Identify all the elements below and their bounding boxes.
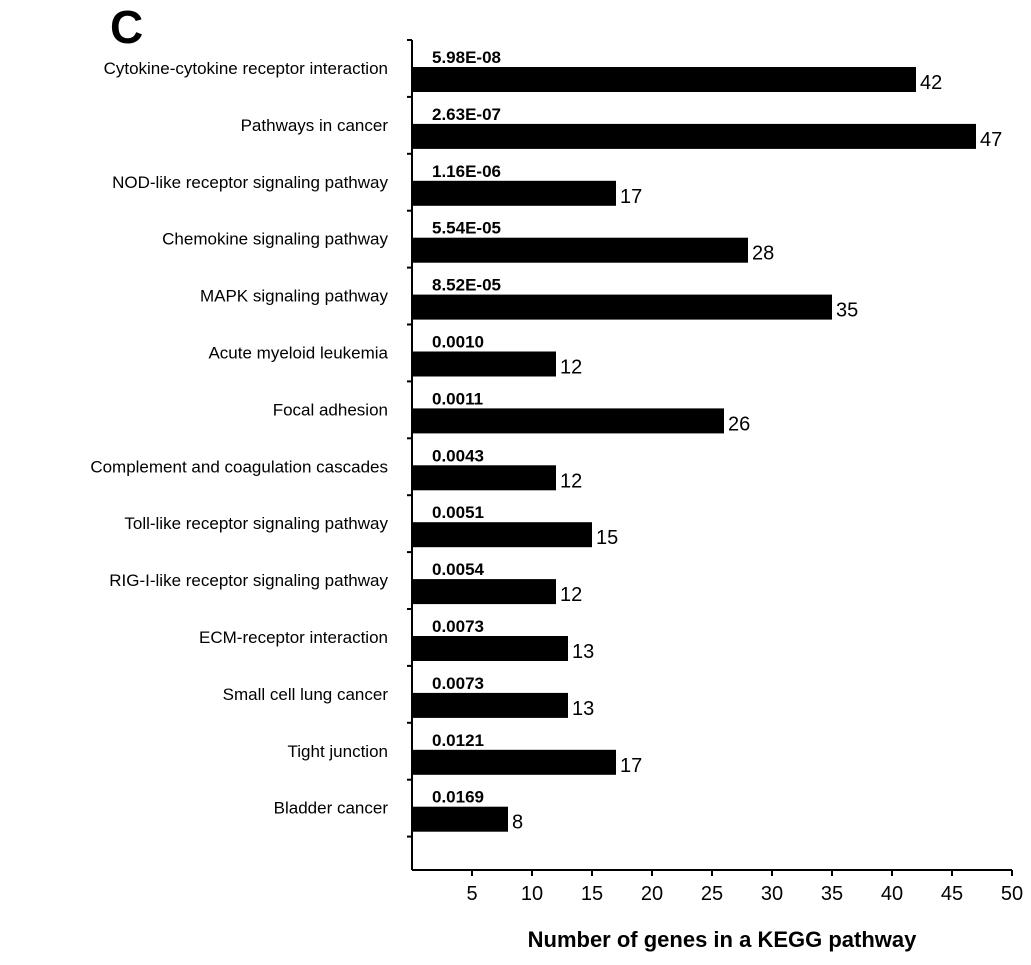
category-label: MAPK signaling pathway <box>200 287 389 306</box>
bar <box>412 408 724 433</box>
p-value-label: 0.0073 <box>432 674 484 693</box>
bar-value-label: 12 <box>560 584 582 606</box>
p-value-label: 5.54E-05 <box>432 219 501 238</box>
category-label: Bladder cancer <box>274 799 389 818</box>
bar-value-label: 35 <box>836 300 858 322</box>
bar-value-label: 8 <box>512 812 523 834</box>
bar <box>412 807 508 832</box>
category-label: RIG-I-like receptor signaling pathway <box>109 571 388 590</box>
p-value-label: 0.0043 <box>432 446 484 465</box>
bar <box>412 238 748 263</box>
bar-value-label: 13 <box>572 698 594 720</box>
x-tick-label: 5 <box>466 883 477 905</box>
bar <box>412 636 568 661</box>
p-value-label: 0.0011 <box>432 389 483 408</box>
bar-value-label: 12 <box>560 470 582 492</box>
x-tick-label: 50 <box>1001 883 1023 905</box>
bar-value-label: 42 <box>920 72 942 94</box>
bar-value-label: 47 <box>980 129 1002 151</box>
p-value-label: 0.0054 <box>432 560 485 579</box>
bar-value-label: 12 <box>560 357 582 379</box>
bar <box>412 465 556 490</box>
bar-value-label: 28 <box>752 243 774 265</box>
bar-value-label: 13 <box>572 641 594 663</box>
p-value-label: 8.52E-05 <box>432 276 501 295</box>
category-label: NOD-like receptor signaling pathway <box>112 173 388 192</box>
p-value-label: 0.0073 <box>432 617 484 636</box>
category-label: Tight junction <box>288 742 388 761</box>
p-value-label: 2.63E-07 <box>432 105 501 124</box>
x-tick-label: 25 <box>701 883 723 905</box>
category-label: Small cell lung cancer <box>223 685 389 704</box>
category-label: Pathways in cancer <box>241 116 389 135</box>
bar <box>412 750 616 775</box>
x-tick-label: 45 <box>941 883 963 905</box>
p-value-label: 0.0010 <box>432 333 484 352</box>
x-tick-label: 35 <box>821 883 843 905</box>
bar-value-label: 26 <box>728 413 750 435</box>
bar <box>412 352 556 377</box>
x-axis-title: Number of genes in a KEGG pathway <box>412 927 1031 953</box>
p-value-label: 1.16E-06 <box>432 162 501 181</box>
p-value-label: 5.98E-08 <box>432 48 501 67</box>
x-tick-label: 10 <box>521 883 543 905</box>
category-label: ECM-receptor interaction <box>199 628 388 647</box>
category-label: Chemokine signaling pathway <box>162 230 388 249</box>
bar <box>412 67 916 92</box>
p-value-label: 0.0169 <box>432 788 484 807</box>
bar <box>412 522 592 547</box>
bar-value-label: 17 <box>620 755 642 777</box>
category-label: Complement and coagulation cascades <box>90 457 388 476</box>
bar <box>412 693 568 718</box>
category-label: Focal adhesion <box>273 400 388 419</box>
bars-layer <box>412 67 976 832</box>
p-value-label: 0.0121 <box>432 731 484 750</box>
category-label: Toll-like receptor signaling pathway <box>124 514 388 533</box>
x-tick-label: 30 <box>761 883 783 905</box>
x-tick-label: 15 <box>581 883 603 905</box>
bar-value-label: 17 <box>620 186 642 208</box>
bar <box>412 579 556 604</box>
bar <box>412 181 616 206</box>
bar <box>412 124 976 149</box>
bar <box>412 295 832 320</box>
bar-value-label: 15 <box>596 527 618 549</box>
p-value-label: 0.0051 <box>432 503 484 522</box>
category-label: Cytokine-cytokine receptor interaction <box>104 59 388 78</box>
category-label: Acute myeloid leukemia <box>208 344 388 363</box>
x-tick-label: 40 <box>881 883 903 905</box>
x-tick-label: 20 <box>641 883 663 905</box>
